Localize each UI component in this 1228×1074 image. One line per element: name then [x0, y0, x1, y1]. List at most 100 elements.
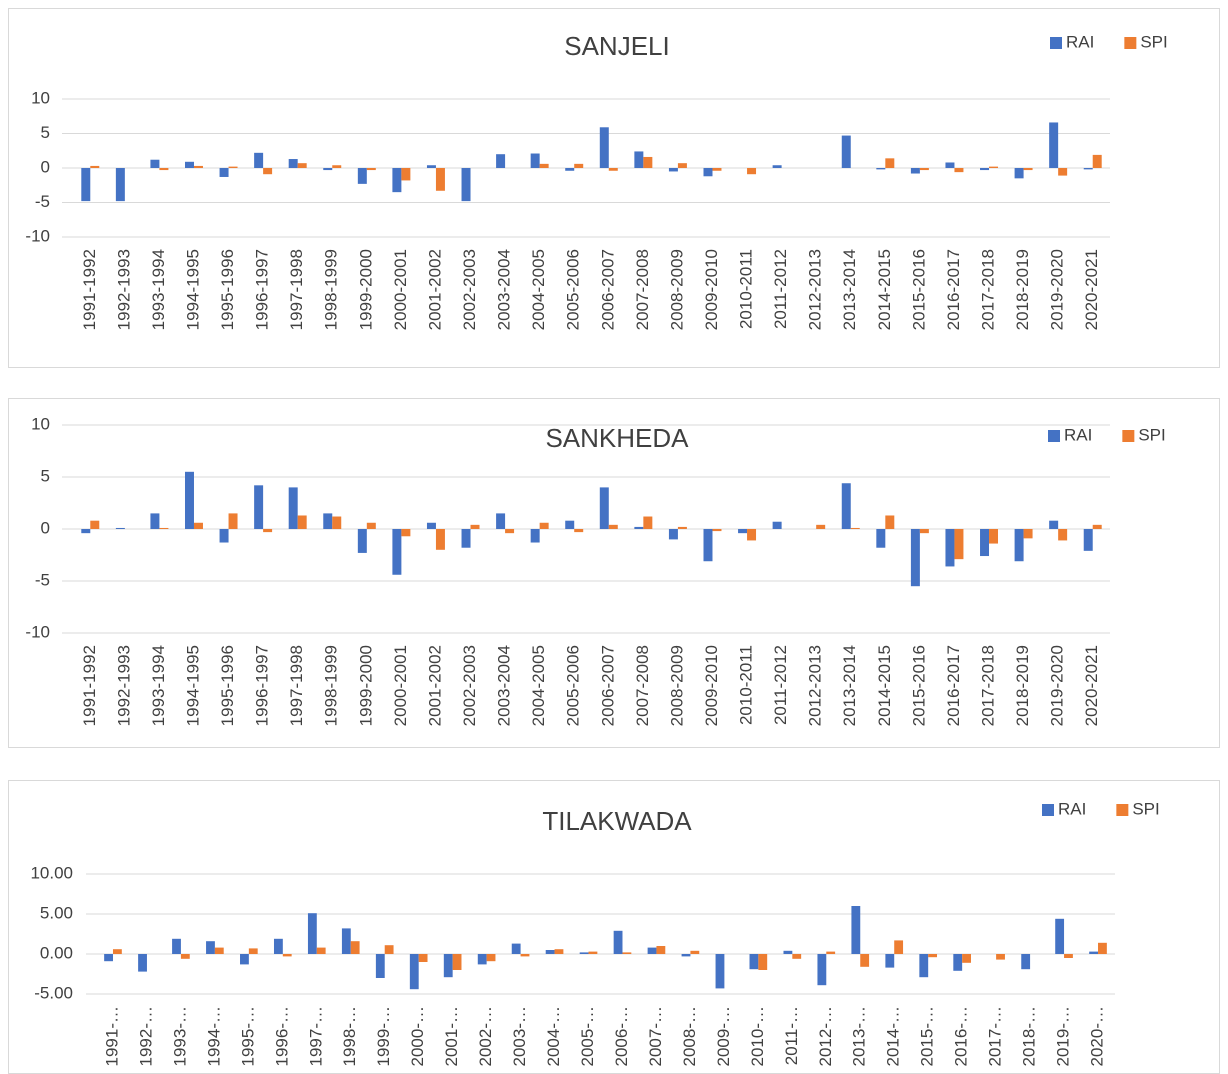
bar — [1023, 529, 1033, 539]
bar — [910, 529, 920, 587]
x-tick-label: 1994-… — [204, 1006, 223, 1066]
bar — [954, 168, 964, 173]
bar — [341, 928, 351, 954]
y-tick-label: 10.00 — [30, 863, 73, 882]
x-tick-label: 1999-2000 — [356, 645, 375, 726]
x-tick-label: 2011-2012 — [771, 249, 790, 329]
bar — [452, 954, 462, 970]
legend-swatch — [1050, 37, 1062, 49]
bar — [885, 515, 895, 529]
bar — [366, 168, 376, 171]
bar — [860, 954, 870, 967]
x-tick-label: 2014-2015 — [875, 249, 894, 330]
x-tick-label: 2008-… — [680, 1006, 699, 1066]
bar — [240, 954, 249, 965]
x-tick-label: 1995-… — [238, 1006, 257, 1066]
bar — [159, 168, 169, 171]
bar — [599, 127, 609, 168]
x-tick-label: 2007-… — [646, 1006, 665, 1066]
x-tick-label: 2003-2004 — [495, 645, 514, 726]
bar — [643, 156, 653, 168]
bar — [104, 954, 113, 962]
bar — [332, 516, 342, 529]
y-tick-label: -10 — [25, 622, 50, 641]
x-tick-label: 1994-1995 — [183, 249, 202, 330]
bar — [608, 524, 618, 529]
bar — [443, 954, 453, 978]
bar — [115, 527, 125, 529]
bar — [772, 521, 782, 529]
bar — [81, 168, 91, 202]
bar — [565, 520, 575, 529]
bar — [588, 951, 598, 954]
chart-title: TILAKWADA — [542, 806, 692, 836]
bar — [703, 529, 713, 562]
bar — [112, 949, 122, 954]
bar — [574, 529, 584, 533]
y-tick-label: -10 — [25, 226, 50, 245]
bar — [634, 526, 644, 529]
x-tick-label: 2020-… — [1088, 1006, 1107, 1066]
bar — [486, 954, 496, 962]
bar — [357, 529, 367, 553]
y-tick-label: 10 — [31, 414, 50, 433]
legend-swatch — [1122, 430, 1135, 442]
x-tick-label: 2012-2013 — [806, 249, 825, 330]
bar — [980, 529, 990, 557]
bar — [477, 954, 487, 965]
bar — [90, 165, 100, 168]
x-tick-label: 2015-2016 — [909, 645, 928, 726]
bar — [193, 165, 203, 168]
legend-label: SPI — [1132, 799, 1159, 818]
chart-frame — [8, 8, 1220, 368]
chart-title: SANJELI — [564, 31, 670, 61]
x-tick-label: 1994-1995 — [183, 645, 202, 726]
x-tick-label: 2011-… — [782, 1006, 801, 1065]
x-tick-label: 2000-2001 — [391, 645, 410, 726]
bar — [668, 529, 678, 540]
x-tick-label: 1993-1994 — [149, 249, 168, 330]
bar — [1092, 154, 1102, 168]
bar — [954, 529, 964, 560]
bar — [228, 513, 238, 529]
bar — [288, 159, 298, 168]
bar — [885, 158, 895, 168]
bar — [703, 168, 713, 177]
x-tick-label: 1997-… — [306, 1006, 325, 1066]
legend-swatch — [1124, 37, 1137, 49]
bar — [613, 930, 623, 954]
x-tick-label: 1996-1997 — [253, 645, 272, 726]
bar — [323, 513, 333, 529]
bar — [1049, 122, 1059, 168]
x-tick-label: 1999-… — [374, 1006, 393, 1066]
bar — [772, 165, 782, 168]
bar — [643, 516, 653, 529]
legend-label: SPI — [1138, 425, 1165, 444]
bar — [677, 526, 687, 529]
bar — [401, 529, 411, 537]
x-tick-label: 2020-2021 — [1082, 645, 1101, 726]
x-tick-label: 2014-2015 — [875, 645, 894, 726]
x-tick-label: 1998-… — [340, 1006, 359, 1066]
bar — [323, 168, 333, 171]
bar — [1021, 954, 1031, 970]
x-tick-label: 2002-2003 — [460, 249, 479, 330]
bar — [715, 954, 725, 989]
x-tick-label: 2008-2009 — [667, 645, 686, 726]
x-tick-label: 2009-2010 — [702, 645, 721, 726]
x-tick-label: 2019-… — [1054, 1006, 1073, 1066]
x-tick-label: 1996-… — [272, 1006, 291, 1066]
legend-label: RAI — [1058, 799, 1086, 818]
bar — [1014, 529, 1024, 562]
x-tick-label: 2018-… — [1020, 1006, 1039, 1066]
bar — [172, 938, 181, 954]
bar — [1055, 918, 1065, 954]
bar — [989, 529, 999, 544]
bar — [953, 954, 963, 971]
bar — [150, 513, 160, 529]
x-tick-label: 2008-2009 — [667, 249, 686, 330]
x-tick-label: 2019-2020 — [1048, 249, 1067, 330]
bar — [876, 529, 886, 548]
bar — [461, 529, 471, 548]
